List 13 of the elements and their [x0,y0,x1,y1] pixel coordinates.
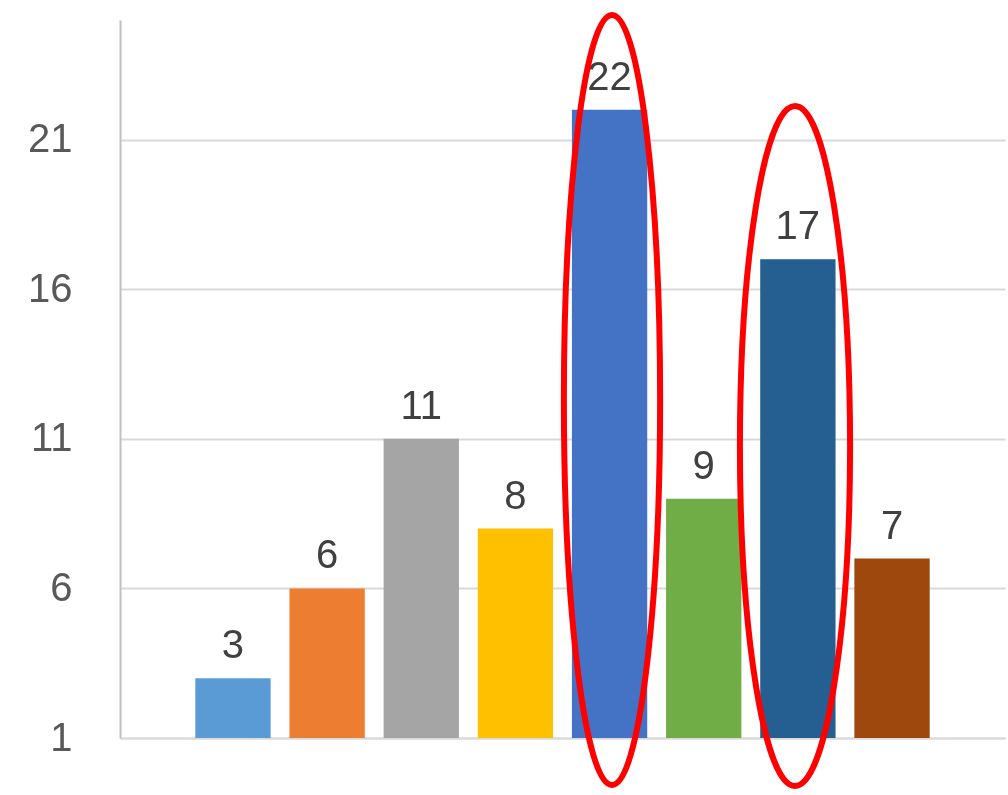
data-label: 11 [400,382,443,427]
y-tick-label: 1 [50,714,73,759]
data-label: 7 [880,502,904,547]
data-label: 8 [504,472,527,517]
data-label: 6 [316,532,339,577]
y-tick-label: 6 [50,564,73,609]
y-tick-label: 11 [30,415,73,460]
data-label: 22 [587,53,632,98]
y-tick-label: 21 [28,116,73,161]
data-label: 17 [775,203,821,248]
data-label: 9 [692,442,715,487]
data-label: 3 [221,622,245,667]
y-tick-label: 16 [28,265,73,310]
